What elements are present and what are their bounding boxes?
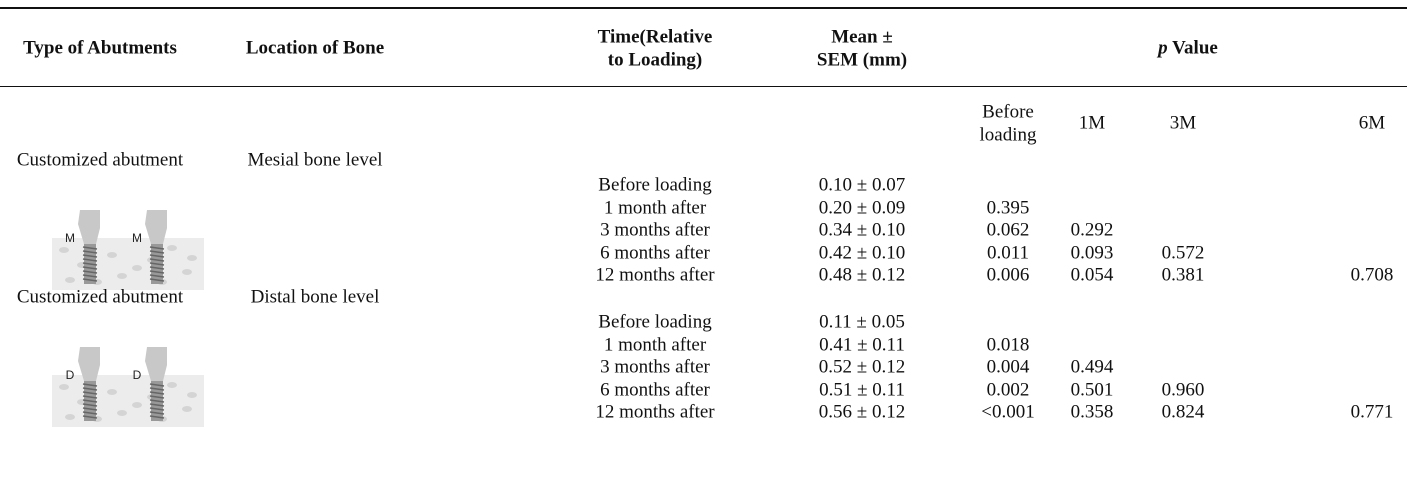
illustration-part <box>107 252 117 258</box>
p-value-cell: 0.292 <box>1071 219 1114 242</box>
column-header: Time(Relative <box>598 26 713 49</box>
image-label: D <box>133 368 142 382</box>
illustration-part <box>65 414 75 420</box>
illustration-part <box>187 255 197 261</box>
mean-cell: 0.42 ± 0.10 <box>819 241 905 264</box>
column-header: Location of Bone <box>246 37 384 60</box>
p-symbol: p <box>1158 38 1168 59</box>
mean-cell: 0.20 ± 0.09 <box>819 196 905 219</box>
mean-cell: 0.51 ± 0.11 <box>819 378 905 401</box>
mean-cell: 0.52 ± 0.12 <box>819 356 905 379</box>
time-cell: 12 months after <box>595 264 714 287</box>
time-cell: 6 months after <box>600 378 710 401</box>
p-value-cell: 0.054 <box>1071 264 1114 287</box>
mean-cell: 0.48 ± 0.12 <box>819 264 905 287</box>
sub-header: loading <box>980 124 1037 147</box>
time-cell: Before loading <box>598 174 711 197</box>
p-text: Value <box>1172 38 1218 59</box>
p-value-cell: 0.006 <box>987 264 1030 287</box>
column-header: p Value <box>1158 37 1218 60</box>
abutment-type: Customized abutment <box>17 149 183 172</box>
p-value-cell: 0.572 <box>1162 241 1205 264</box>
p-value-cell: 0.004 <box>987 356 1030 379</box>
illustration-part <box>132 265 142 271</box>
p-value-cell: 0.501 <box>1071 378 1114 401</box>
time-cell: 6 months after <box>600 241 710 264</box>
p-value-cell: 0.093 <box>1071 241 1114 264</box>
p-value-cell: 0.771 <box>1351 401 1394 424</box>
p-value-cell: 0.018 <box>987 333 1030 356</box>
illustration-part <box>59 384 69 390</box>
p-value-cell: 0.011 <box>987 241 1029 264</box>
bone-location: Distal bone level <box>251 286 380 309</box>
time-cell: 3 months after <box>600 219 710 242</box>
image-label: M <box>65 231 75 245</box>
p-value-cell: 0.824 <box>1162 401 1205 424</box>
top-rule <box>0 7 1407 9</box>
p-value-cell: 0.062 <box>987 219 1030 242</box>
mean-cell: 0.11 ± 0.05 <box>819 311 905 334</box>
illustration-part <box>117 273 127 279</box>
abutment-type: Customized abutment <box>17 286 183 309</box>
time-cell: 3 months after <box>600 356 710 379</box>
sub-header: Before <box>982 101 1034 124</box>
mean-cell: 0.34 ± 0.10 <box>819 219 905 242</box>
illustration-part <box>107 389 117 395</box>
time-cell: 1 month after <box>604 196 706 219</box>
illustration-part <box>167 245 177 251</box>
time-cell: Before loading <box>598 311 711 334</box>
header-rule <box>0 86 1407 87</box>
mean-cell: 0.10 ± 0.07 <box>819 174 905 197</box>
illustration-part <box>59 247 69 253</box>
time-cell: 12 months after <box>595 401 714 424</box>
p-value-cell: 0.395 <box>987 196 1030 219</box>
sub-header: 1M <box>1079 112 1105 135</box>
p-value-cell: <0.001 <box>981 401 1034 424</box>
p-value-cell: 0.381 <box>1162 264 1205 287</box>
p-value-cell: 0.960 <box>1162 378 1205 401</box>
mean-cell: 0.56 ± 0.12 <box>819 401 905 424</box>
illustration-part <box>65 277 75 283</box>
illustration-part <box>52 375 204 427</box>
image-label: M <box>132 231 142 245</box>
time-cell: 1 month after <box>604 333 706 356</box>
illustration-part <box>182 269 192 275</box>
image-label: D <box>66 368 75 382</box>
column-header: SEM (mm) <box>817 49 907 72</box>
table-page: Type of Abutments Location of Bone Time(Re… <box>0 0 1407 497</box>
implant-illustration: DD <box>52 347 204 427</box>
p-value-cell: 0.708 <box>1351 264 1394 287</box>
illustration-part <box>187 392 197 398</box>
p-value-cell: 0.358 <box>1071 401 1114 424</box>
illustration-part <box>132 402 142 408</box>
illustration-part <box>117 410 127 416</box>
sub-header: 3M <box>1170 112 1196 135</box>
p-value-cell: 0.002 <box>987 378 1030 401</box>
p-value-cell: 0.494 <box>1071 356 1114 379</box>
sub-header: 6M <box>1359 112 1385 135</box>
column-header: to Loading) <box>608 49 703 72</box>
column-header: Type of Abutments <box>23 37 177 60</box>
illustration-part <box>167 382 177 388</box>
illustration-part <box>182 406 192 412</box>
illustration-part <box>52 238 204 290</box>
column-header: Mean ± <box>831 26 893 49</box>
mean-cell: 0.41 ± 0.11 <box>819 333 905 356</box>
bone-location: Mesial bone level <box>247 149 382 172</box>
